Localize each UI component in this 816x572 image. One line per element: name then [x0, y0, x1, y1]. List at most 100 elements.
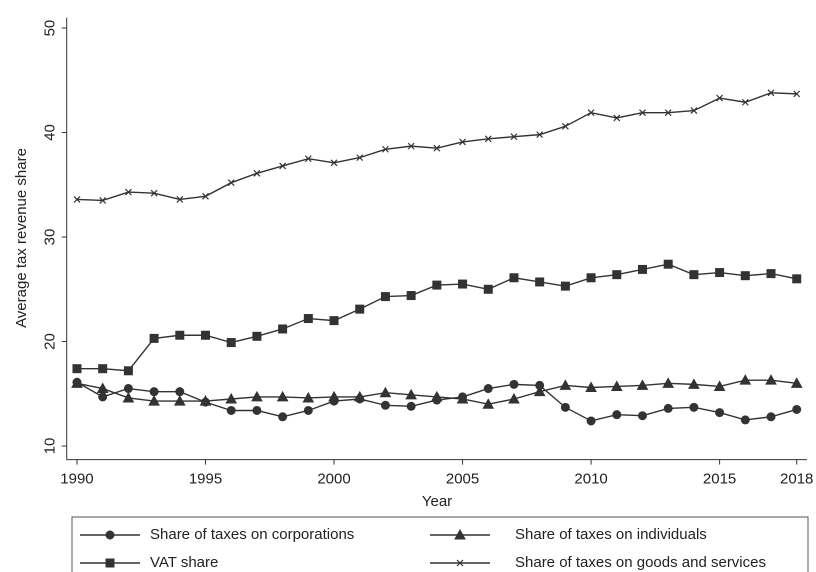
point: [509, 273, 519, 283]
point: [793, 90, 801, 98]
point: [98, 392, 108, 402]
point: [96, 382, 109, 394]
point: [150, 189, 158, 197]
point: [122, 391, 135, 403]
legend-box: [71, 516, 809, 572]
point: [456, 559, 464, 567]
point: [740, 415, 750, 425]
point: [484, 135, 492, 143]
point: [585, 381, 597, 393]
y-axis-label: Average tax revenue share: [13, 148, 30, 328]
point: [302, 391, 315, 403]
point: [175, 330, 185, 340]
point: [663, 259, 673, 269]
point: [253, 169, 261, 177]
point: [148, 395, 160, 406]
point: [406, 291, 416, 301]
point: [690, 107, 698, 115]
point: [586, 416, 596, 426]
point: [105, 530, 115, 540]
point: [792, 274, 802, 284]
point: [252, 405, 262, 415]
point: [356, 154, 364, 162]
point: [329, 316, 339, 326]
point: [766, 269, 776, 279]
point: [382, 145, 389, 153]
point: [276, 390, 289, 402]
x-tick-label: 2015: [703, 471, 736, 488]
point: [73, 195, 81, 203]
legend-label: Share of taxes on corporations: [150, 526, 354, 543]
point: [637, 411, 647, 421]
point: [202, 192, 209, 200]
point: [330, 159, 338, 167]
point: [561, 122, 569, 130]
point: [303, 314, 313, 324]
point: [199, 395, 212, 406]
point: [766, 412, 776, 422]
point: [483, 384, 493, 394]
y-tick-label: 50: [42, 20, 59, 37]
point: [328, 390, 340, 402]
point: [71, 377, 83, 388]
point: [459, 138, 466, 146]
point: [406, 401, 416, 411]
point: [612, 270, 622, 280]
point: [508, 392, 520, 404]
point: [433, 144, 441, 152]
point: [560, 281, 570, 291]
point: [431, 390, 443, 402]
point: [482, 398, 495, 409]
point: [560, 402, 570, 412]
point: [790, 377, 803, 388]
point: [303, 405, 313, 415]
point: [533, 385, 546, 397]
point: [407, 142, 415, 150]
point: [639, 109, 646, 117]
point: [123, 384, 133, 394]
point: [792, 404, 802, 414]
legend-marker: [105, 530, 115, 540]
point: [98, 364, 108, 374]
point: [149, 333, 159, 343]
point: [304, 155, 312, 163]
x-axis-label: Year: [422, 493, 452, 510]
x-tick-label: 2005: [446, 471, 479, 488]
point: [251, 390, 263, 402]
y-tick-label: 40: [42, 124, 59, 141]
point: [663, 403, 673, 413]
x-tick-label: 1990: [60, 471, 93, 488]
point: [612, 410, 622, 420]
point: [688, 378, 700, 389]
point: [715, 268, 725, 278]
point: [227, 179, 235, 187]
point: [740, 271, 750, 281]
legend-marker: [105, 558, 115, 568]
point: [225, 392, 238, 404]
point: [587, 109, 595, 117]
point: [716, 94, 724, 102]
point: [99, 197, 107, 204]
point: [201, 330, 211, 340]
y-tick-label: 30: [42, 229, 59, 246]
point: [535, 277, 545, 287]
point: [175, 387, 185, 397]
point: [662, 377, 675, 388]
point: [105, 558, 115, 568]
x-tick-label: 2010: [574, 471, 607, 488]
point: [765, 374, 777, 385]
legend-label: Share of taxes on goods and services: [515, 554, 766, 571]
point: [380, 292, 390, 302]
point: [454, 528, 466, 540]
point: [741, 98, 749, 106]
point: [355, 304, 365, 314]
legend-marker: [454, 528, 466, 540]
point: [405, 388, 417, 400]
point: [767, 89, 775, 97]
point: [509, 379, 519, 389]
point: [279, 162, 287, 170]
point: [559, 379, 572, 390]
point: [380, 400, 390, 410]
point: [715, 408, 725, 418]
point: [72, 364, 82, 374]
